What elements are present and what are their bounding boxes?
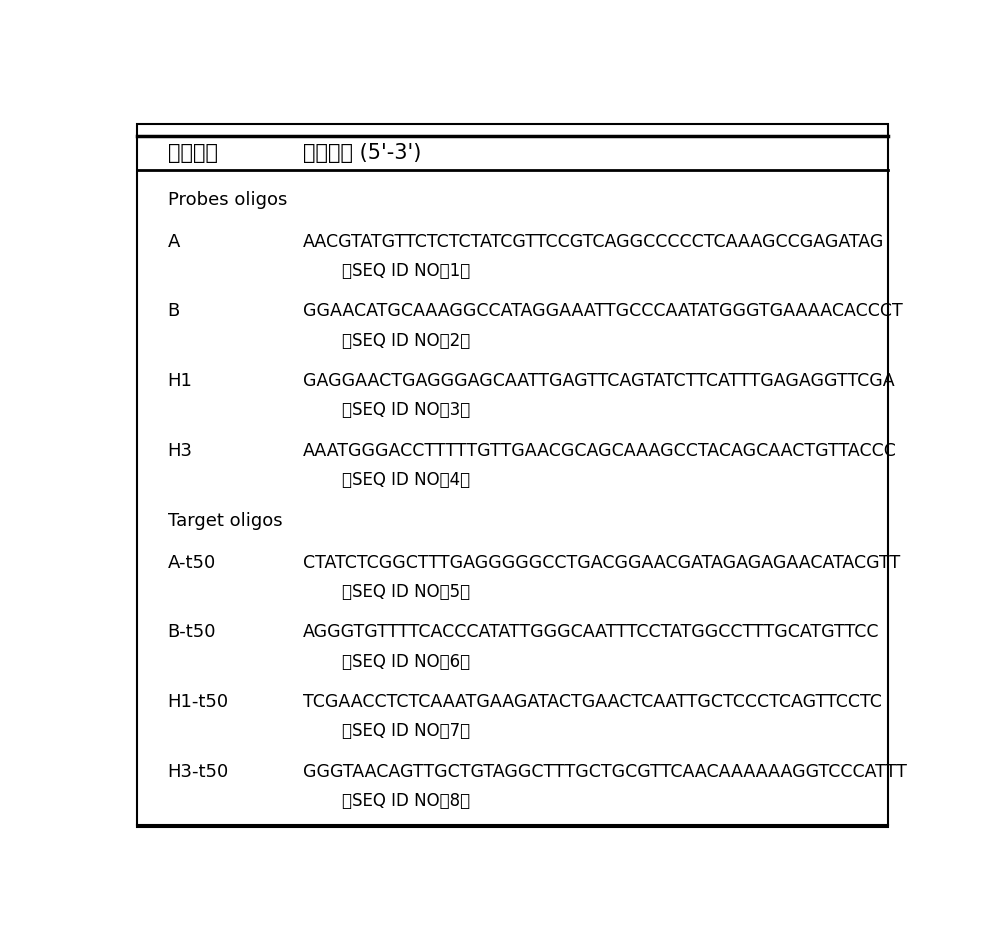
Text: 序列信息 (5'-3'): 序列信息 (5'-3') [303, 143, 422, 163]
Text: （SEQ ID NO：7）: （SEQ ID NO：7） [342, 723, 470, 740]
Text: H3-t50: H3-t50 [168, 762, 229, 781]
Text: 探针名称: 探针名称 [168, 143, 218, 163]
Text: H1-t50: H1-t50 [168, 693, 229, 711]
Text: （SEQ ID NO：5）: （SEQ ID NO：5） [342, 583, 470, 601]
Text: GAGGAACTGAGGGAGCAATTGAGTTCAGTATCTTCATTTGAGAGGTTCGA: GAGGAACTGAGGGAGCAATTGAGTTCAGTATCTTCATTTG… [303, 372, 895, 390]
Text: （SEQ ID NO：8）: （SEQ ID NO：8） [342, 792, 470, 810]
Text: Probes oligos: Probes oligos [168, 190, 287, 208]
Text: H1: H1 [168, 372, 192, 390]
Text: B-t50: B-t50 [168, 624, 216, 642]
Text: （SEQ ID NO：6）: （SEQ ID NO：6） [342, 653, 470, 671]
Text: GGAACATGCAAAGGCCATAGGAAATTGCCCAATATGGGTGAAAACACCCT: GGAACATGCAAAGGCCATAGGAAATTGCCCAATATGGGTG… [303, 302, 903, 320]
Text: Target oligos: Target oligos [168, 512, 282, 529]
Text: AAATGGGACCTTTTTGTTGAACGCAGCAAAGCCTACAGCAACTGTTACCC: AAATGGGACCTTTTTGTTGAACGCAGCAAAGCCTACAGCA… [303, 442, 897, 460]
Text: A-t50: A-t50 [168, 554, 216, 572]
Text: TCGAACCTCTCAAATGAAGATACTGAACTCAATTGCTCCCTCAGTTCCTC: TCGAACCTCTCAAATGAAGATACTGAACTCAATTGCTCCC… [303, 693, 882, 711]
Text: AACGTATGTTCTCTCTATCGTTCCGTCAGGCCCCCTCAAAGCCGAGATAG: AACGTATGTTCTCTCTATCGTTCCGTCAGGCCCCCTCAAA… [303, 233, 885, 251]
Text: AGGGTGTTTTCACCCATATTGGGCAATTTCCTATGGCCTTTGCATGTTCC: AGGGTGTTTTCACCCATATTGGGCAATTTCCTATGGCCTT… [303, 624, 880, 642]
Text: H3: H3 [168, 442, 193, 460]
Text: （SEQ ID NO：1）: （SEQ ID NO：1） [342, 262, 470, 280]
Text: A: A [168, 233, 180, 251]
Text: （SEQ ID NO：3）: （SEQ ID NO：3） [342, 401, 470, 419]
Text: （SEQ ID NO：4）: （SEQ ID NO：4） [342, 471, 470, 489]
FancyBboxPatch shape [137, 124, 888, 827]
Text: B: B [168, 302, 180, 320]
Text: GGGTAACAGTTGCTGTAGGCTTTGCTGCGTTCAACAAAAAAGGTCCCATTT: GGGTAACAGTTGCTGTAGGCTTTGCTGCGTTCAACAAAAA… [303, 762, 907, 781]
Text: （SEQ ID NO：2）: （SEQ ID NO：2） [342, 332, 470, 349]
Text: CTATCTCGGCTTTGAGGGGGCCTGACGGAACGATAGAGAGAACATACGTT: CTATCTCGGCTTTGAGGGGGCCTGACGGAACGATAGAGAG… [303, 554, 900, 572]
